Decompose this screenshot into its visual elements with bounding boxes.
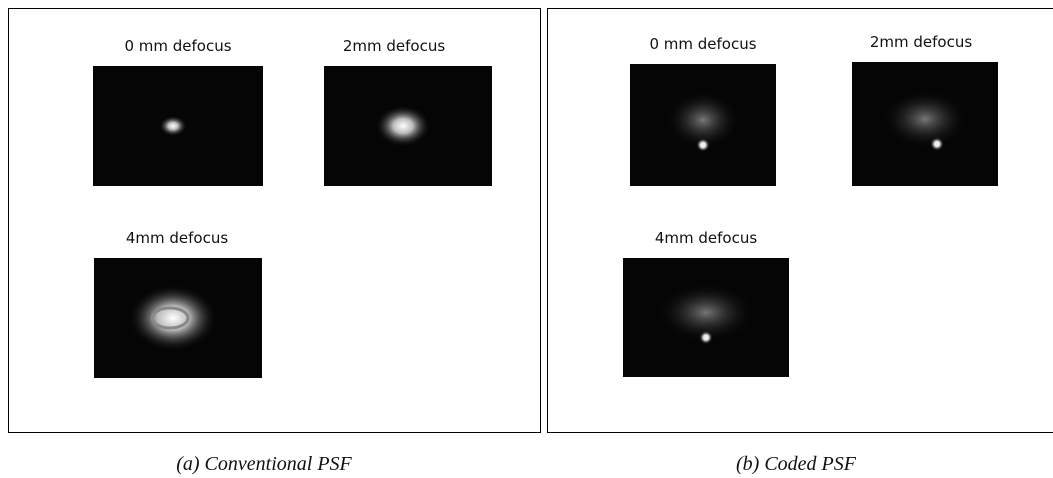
psf-blob (128, 284, 218, 352)
image-label: 2mm defocus (870, 33, 972, 51)
psf-image (623, 258, 789, 377)
image-label: 4mm defocus (126, 229, 228, 247)
image-label: 2mm defocus (343, 37, 445, 55)
psf-fan (881, 89, 969, 149)
psf-spot (930, 137, 944, 151)
psf-image (93, 66, 263, 186)
psf-spot (696, 138, 710, 152)
psf-image (94, 258, 262, 378)
psf-spot (699, 331, 713, 345)
psf-blob (375, 105, 431, 147)
caption: (b) Coded PSF (736, 453, 857, 475)
image-label: 0 mm defocus (124, 37, 231, 55)
psf-image (324, 66, 492, 186)
psf-blob (159, 116, 187, 137)
image-label: 0 mm defocus (649, 35, 756, 53)
caption: (a) Conventional PSF (176, 453, 352, 475)
psf-image (852, 62, 998, 186)
figure: (a) Conventional PSF 0 mm defocus 2mm defo… (0, 0, 1053, 478)
psf-image (630, 64, 776, 186)
image-label: 4mm defocus (655, 229, 757, 247)
